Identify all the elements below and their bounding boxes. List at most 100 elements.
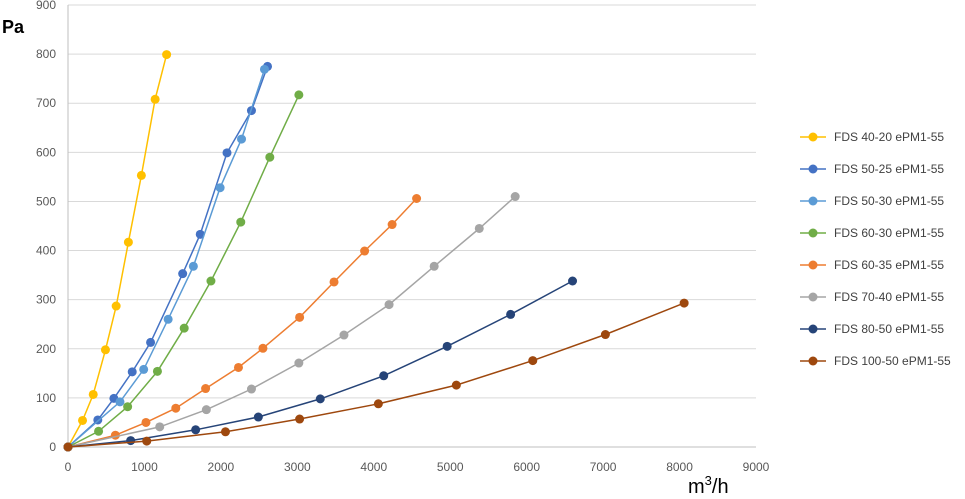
- y-tick-label: 500: [36, 194, 56, 208]
- legend-label: FDS 60-35 ePM1-55: [834, 258, 944, 272]
- data-point: [294, 90, 304, 100]
- axes: [67, 5, 756, 448]
- data-point: [600, 330, 610, 340]
- series-line: [67, 197, 418, 448]
- legend-label: FDS 50-30 ePM1-55: [834, 194, 944, 208]
- x-axis-label-tail: /h: [712, 476, 729, 498]
- legend-label: FDS 80-50 ePM1-55: [834, 322, 944, 336]
- data-point: [195, 229, 205, 239]
- data-point: [387, 220, 397, 230]
- legend-marker: [808, 356, 818, 366]
- data-point: [295, 414, 305, 424]
- data-point: [191, 425, 201, 435]
- x-axis-label-base: m: [688, 476, 705, 498]
- data-point: [100, 345, 110, 355]
- legend-marker: [808, 292, 818, 302]
- legend-marker: [808, 324, 818, 334]
- data-point: [360, 246, 370, 256]
- legend-label: FDS 100-50 ePM1-55: [834, 354, 951, 368]
- x-axis-label-sup: 3: [705, 473, 712, 488]
- data-point: [379, 371, 389, 381]
- data-point: [474, 223, 484, 233]
- legend-label: FDS 50-25 ePM1-55: [834, 162, 944, 176]
- legend-item: FDS 80-50 ePM1-55: [800, 322, 944, 336]
- y-tick-label: 800: [36, 47, 56, 61]
- legend-marker: [808, 196, 818, 206]
- data-point: [115, 397, 125, 407]
- data-point: [94, 426, 104, 436]
- series-line: [67, 66, 269, 448]
- data-point: [384, 300, 394, 310]
- y-tick-label: 0: [49, 440, 56, 454]
- data-point: [510, 192, 520, 202]
- data-point: [88, 389, 98, 399]
- x-tick-label: 3000: [284, 460, 311, 474]
- data-point: [163, 314, 173, 324]
- data-point: [152, 366, 162, 376]
- data-point: [215, 183, 225, 193]
- legend-item: FDS 50-25 ePM1-55: [800, 162, 944, 176]
- data-point: [679, 298, 689, 308]
- y-tick-label: 300: [36, 293, 56, 307]
- data-point: [220, 427, 230, 437]
- y-tick-label: 200: [36, 342, 56, 356]
- data-point: [146, 337, 156, 347]
- data-point: [451, 380, 461, 390]
- x-tick-label: 1000: [131, 460, 158, 474]
- data-point: [123, 237, 133, 247]
- data-point: [412, 193, 422, 203]
- legend-item: FDS 40-20 ePM1-55: [800, 130, 944, 144]
- series-5: [63, 193, 422, 452]
- data-point: [126, 436, 136, 446]
- x-tick-labels: 0 1000 2000 3000 4000 5000 6000 7000 8000 9000: [65, 460, 770, 474]
- y-tick-label: 900: [36, 0, 56, 12]
- y-tick-label: 600: [36, 145, 56, 159]
- legend-marker: [808, 164, 818, 174]
- legend-marker: [808, 228, 818, 238]
- legend-marker: [808, 260, 818, 270]
- x-tick-label: 8000: [666, 460, 693, 474]
- legend-marker: [808, 132, 818, 142]
- x-tick-label: 7000: [590, 460, 617, 474]
- series-6: [63, 192, 520, 452]
- y-tick-label: 400: [36, 244, 56, 258]
- data-point: [123, 402, 133, 412]
- data-point: [162, 50, 172, 60]
- gridlines: [68, 4, 756, 399]
- data-point: [265, 152, 275, 162]
- data-point: [141, 417, 151, 427]
- data-point: [78, 415, 88, 425]
- legend-label: FDS 60-30 ePM1-55: [834, 226, 944, 240]
- y-tick-label: 100: [36, 391, 56, 405]
- legend-item: FDS 70-40 ePM1-55: [800, 290, 944, 304]
- data-point: [171, 403, 181, 413]
- y-axis-label: Pa: [2, 17, 25, 37]
- data-point: [201, 384, 211, 394]
- series-group: [63, 50, 689, 452]
- data-point: [150, 94, 160, 104]
- data-point: [188, 261, 198, 271]
- y-tick-labels: 0 100 200 300 400 500 600 700 800 900: [36, 0, 56, 454]
- data-point: [442, 341, 452, 351]
- data-point: [201, 405, 211, 415]
- data-point: [178, 269, 188, 279]
- data-point: [155, 422, 165, 432]
- data-point: [528, 356, 538, 366]
- data-point: [179, 323, 189, 333]
- series-7: [63, 276, 578, 452]
- data-point: [568, 276, 578, 286]
- data-point: [136, 170, 146, 180]
- x-tick-label: 2000: [208, 460, 235, 474]
- data-point: [111, 301, 121, 311]
- x-tick-label: 0: [65, 460, 72, 474]
- legend-item: FDS 60-30 ePM1-55: [800, 226, 944, 240]
- legend: FDS 40-20 ePM1-55 FDS 50-25 ePM1-55 FDS 50…: [800, 130, 951, 368]
- x-tick-label: 4000: [360, 460, 387, 474]
- data-point: [339, 330, 349, 340]
- x-axis-label: m3/h: [688, 473, 729, 498]
- data-point: [206, 276, 216, 286]
- legend-label: FDS 70-40 ePM1-55: [834, 290, 944, 304]
- series-8: [63, 298, 689, 452]
- series-line: [67, 195, 516, 448]
